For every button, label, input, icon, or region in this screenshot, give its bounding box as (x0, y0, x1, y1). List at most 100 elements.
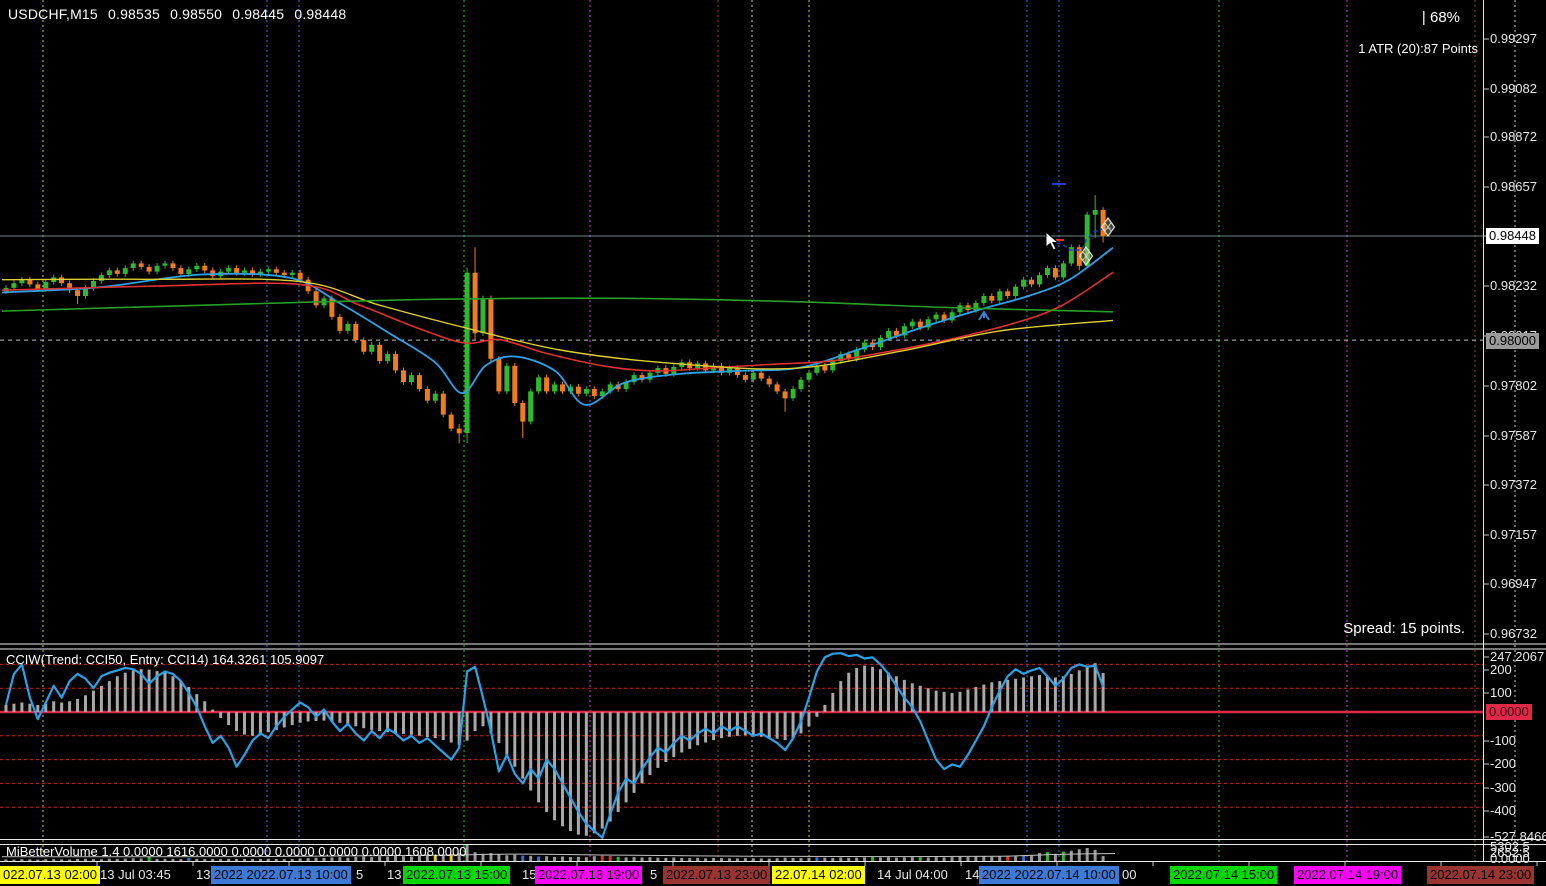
candle (202, 265, 208, 271)
price-axis-label: 0.97802 (1490, 378, 1537, 393)
candle (130, 263, 136, 269)
candle (1060, 263, 1066, 278)
price-axis-label: 0.99297 (1490, 31, 1537, 46)
ma-line-blue (1, 246, 1114, 406)
volume-axis-label: 0.0000 (1490, 851, 1530, 866)
candle (981, 296, 987, 303)
candle (957, 305, 963, 313)
candle (19, 279, 25, 284)
candle (138, 263, 144, 267)
candle (575, 386, 581, 394)
candle (488, 298, 494, 359)
candle (647, 372, 653, 380)
time-axis-label: 00 (1122, 867, 1137, 882)
candle (886, 330, 891, 338)
time-axis-label: 2022 2022.07.13 10:00 (211, 866, 351, 884)
candle (448, 414, 454, 429)
candle (265, 269, 271, 272)
cci-axis-label: 100 (1490, 685, 1512, 700)
candle (43, 282, 49, 289)
candle (949, 312, 955, 321)
candle (289, 272, 295, 275)
candle (599, 391, 605, 397)
candle (1021, 279, 1027, 287)
candle (822, 365, 828, 371)
candle (496, 358, 502, 392)
candle (1100, 210, 1106, 236)
candle (83, 287, 88, 296)
cci-axis-label: -200 (1490, 756, 1517, 771)
candle (59, 277, 65, 284)
candle (337, 316, 343, 331)
candle (178, 268, 184, 274)
time-axis-label: 5 (356, 867, 364, 882)
candle (631, 375, 637, 383)
candle (941, 314, 947, 321)
volume-axis-label: 5302.5 (1490, 839, 1530, 854)
candle (862, 342, 868, 350)
ohlc-open: 0.98535 (108, 6, 161, 22)
candle (854, 349, 860, 359)
price-axis-label: 0.98232 (1490, 278, 1537, 293)
candle (901, 326, 907, 336)
diamond-hatch (1082, 251, 1090, 261)
spread-label: Spread: 15 points. (1343, 620, 1465, 637)
time-axis-label: 22.07.14 02:00 (772, 866, 865, 884)
candle (766, 378, 772, 385)
candle (401, 370, 406, 382)
candle (552, 384, 558, 392)
candle (35, 284, 41, 290)
candle (806, 372, 812, 380)
candle (234, 268, 240, 273)
candle (1005, 291, 1011, 296)
price-axis-label: 0.97372 (1490, 477, 1537, 492)
time-axis-label: 2022 2022.07.14 10:00 (979, 866, 1119, 884)
candle (170, 263, 176, 269)
candle (91, 280, 96, 288)
candle (11, 283, 17, 288)
ma-line-yellow (1, 278, 1114, 370)
candle (345, 323, 351, 331)
price-axis-label: 0.96732 (1490, 626, 1537, 641)
candle (122, 268, 128, 274)
candle (544, 377, 550, 392)
candle (186, 269, 192, 274)
cci-indicator-header: CCIW(Trend: CCI50, Entry: CCI14) 164.326… (6, 652, 325, 667)
candle (154, 265, 160, 272)
candle (504, 365, 510, 392)
cci-axis-label: 247.2067 (1490, 649, 1545, 664)
candle (830, 361, 836, 371)
ohlc-low: 0.98445 (232, 6, 285, 22)
price-axis-label: 0.98872 (1490, 129, 1537, 144)
candle (361, 340, 367, 352)
up-arrow-marker (978, 310, 990, 321)
candle (114, 270, 120, 274)
candle (1084, 214, 1090, 266)
candle (257, 271, 263, 274)
candle (917, 321, 923, 328)
candle (408, 375, 414, 383)
time-axis-label: 2022.07.14 19:00 (1294, 866, 1402, 884)
candle (273, 269, 279, 273)
symbol-period: USDCHF,M15 (8, 6, 98, 22)
candle (1045, 268, 1050, 276)
candle (385, 354, 391, 362)
candle (893, 330, 899, 336)
candle (146, 266, 152, 272)
volume-axis-label: 2652.5 (1490, 845, 1530, 860)
candle (67, 283, 73, 291)
candle (1029, 279, 1034, 285)
candle (480, 298, 486, 334)
cci-axis-label: -100 (1490, 733, 1517, 748)
candle (568, 386, 573, 392)
candle (464, 272, 470, 434)
price-axis-label: 0.97157 (1490, 527, 1537, 542)
candle (639, 375, 645, 380)
candle (281, 272, 287, 275)
candle (520, 403, 526, 422)
candle (989, 296, 995, 301)
symbol-ohlc-header: USDCHF,M15 0.98535 0.98550 0.98445 0.984… (8, 6, 352, 22)
candle (933, 314, 939, 320)
